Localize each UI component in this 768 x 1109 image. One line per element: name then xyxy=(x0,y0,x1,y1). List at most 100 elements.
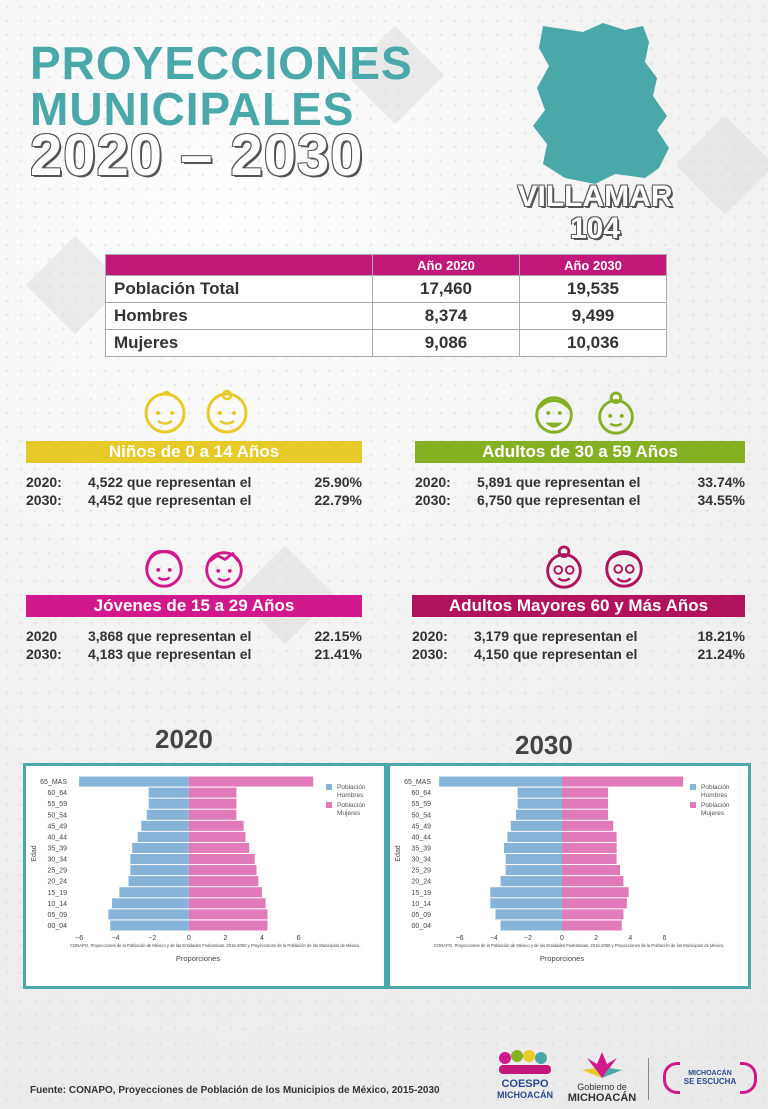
legend-label-mujeres: Mujeres xyxy=(701,810,725,817)
bar-hombres xyxy=(517,787,562,798)
row-year: 2020 xyxy=(26,628,58,644)
y-tick-label: 55_59 xyxy=(48,801,68,808)
escucha-logo-subtext: SE ESCUCHA xyxy=(683,1077,737,1086)
legend-label-mujeres: Mujeres xyxy=(337,810,361,817)
age-group-row: 2020: 5,891 que representan el 33.74% xyxy=(415,473,745,491)
y-tick-label: 15_19 xyxy=(412,890,432,897)
legend-title: Población xyxy=(337,802,366,809)
y-tick-label: 20_24 xyxy=(412,879,432,886)
row-percent: 25.90% xyxy=(314,474,362,490)
gobierno-flower-icon xyxy=(582,1052,622,1078)
x-tick-label: −2 xyxy=(524,935,532,942)
row-text: 4,522 que representan el xyxy=(88,474,252,490)
chart-source-note: CONAPO, Proyecciones de la Población de … xyxy=(70,943,361,948)
age-group-title: Adultos de 30 a 59 Años xyxy=(415,441,745,463)
row-percent: 34.55% xyxy=(697,492,745,508)
table-header-row: Año 2020 Año 2030 xyxy=(105,254,667,276)
bar-hombres xyxy=(110,920,189,931)
bar-mujeres xyxy=(562,887,629,898)
bar-hombres xyxy=(490,887,562,898)
gobierno-logo: Gobierno de MICHOACÁN xyxy=(566,1050,638,1104)
row-value-2030: 10,036 xyxy=(519,329,667,357)
y-tick-label: 00_04 xyxy=(412,923,432,930)
y-tick-label: 60_64 xyxy=(412,790,432,797)
bar-mujeres xyxy=(188,854,255,865)
bar-mujeres xyxy=(562,854,617,865)
gobierno-logo-subtext: MICHOACÁN xyxy=(567,1092,637,1104)
row-value-2030: 19,535 xyxy=(519,275,667,303)
y-tick-label: 55_59 xyxy=(412,801,432,808)
elderly-man-icon xyxy=(605,550,643,588)
legend-title: Población xyxy=(701,784,730,791)
row-label: Mujeres xyxy=(105,329,373,357)
bar-mujeres xyxy=(562,820,614,831)
municipality-map-icon xyxy=(533,23,669,184)
bar-hombres xyxy=(439,776,562,787)
x-tick-label: 4 xyxy=(260,935,264,942)
bar-mujeres xyxy=(188,865,257,876)
legend-label-hombres: Hombres xyxy=(701,792,728,799)
pyramid-2020-chart: 00_04 05_09 10_14 15_19 20_24 25_29 30_34 35_39… xyxy=(31,776,366,963)
y-tick-label: 10_14 xyxy=(48,901,68,908)
bar-mujeres xyxy=(188,920,268,931)
y-axis-label: Edad xyxy=(31,845,38,861)
table-row: Hombres 8,374 9,499 xyxy=(105,302,667,330)
age-group-row: 2030: 4,452 que representan el 22.79% xyxy=(26,491,362,509)
bar-hombres xyxy=(510,820,562,831)
row-text: 6,750 que representan el xyxy=(477,492,641,508)
legend-swatch-mujeres xyxy=(690,802,696,808)
page-title-line2: MUNICIPALES xyxy=(30,83,355,135)
y-tick-label: 35_39 xyxy=(48,845,68,852)
young-woman-icon xyxy=(145,550,183,588)
x-tick-label: −4 xyxy=(490,935,498,942)
y-tick-label: 40_44 xyxy=(412,834,432,841)
legend-label-hombres: Hombres xyxy=(337,792,364,799)
age-group-row: 2020 3,868 que representan el 22.15% xyxy=(26,627,362,645)
bar-mujeres xyxy=(188,809,237,820)
x-tick-label: 0 xyxy=(187,935,191,942)
age-group-jovenes: Jóvenes de 15 a 29 Años 2020 3,868 que r… xyxy=(26,595,362,663)
row-text: 5,891 que representan el xyxy=(477,474,641,490)
bar-mujeres xyxy=(562,809,609,820)
pyramid-2030-frame: 00_04 05_09 10_14 15_19 20_24 25_29 30_34 35_39… xyxy=(387,763,751,989)
coespo-logo: COESPO MICHOACÁN xyxy=(490,1048,560,1100)
y-tick-label: 50_54 xyxy=(412,812,432,819)
age-group-row: 2020: 3,179 que representan el 18.21% xyxy=(412,627,745,645)
row-year: 2020: xyxy=(412,628,448,644)
y-tick-label: 30_34 xyxy=(412,857,432,864)
x-tick-label: −2 xyxy=(148,935,156,942)
y-tick-label: 25_29 xyxy=(48,868,68,875)
baby-girl-icon xyxy=(206,389,248,434)
x-axis-label: Proporciones xyxy=(176,954,220,963)
row-year: 2030: xyxy=(415,492,451,508)
y-tick-label: 50_54 xyxy=(48,812,68,819)
bar-mujeres xyxy=(562,776,684,787)
age-group-row: 2030: 4,150 que representan el 21.24% xyxy=(412,645,745,663)
x-tick-label: 6 xyxy=(662,935,666,942)
legend-swatch-mujeres xyxy=(326,802,332,808)
bar-mujeres xyxy=(188,887,262,898)
row-percent: 18.21% xyxy=(697,628,745,644)
row-text: 3,179 que representan el xyxy=(474,628,638,644)
y-tick-label: 20_24 xyxy=(48,879,68,886)
legend-swatch-hombres xyxy=(326,784,332,790)
row-value-2030: 9,499 xyxy=(519,302,667,330)
bar-hombres xyxy=(146,809,189,820)
page-years: 2020 – 2030 xyxy=(30,123,364,188)
bar-mujeres xyxy=(188,787,237,798)
bar-hombres xyxy=(130,854,189,865)
bar-hombres xyxy=(130,865,189,876)
bar-hombres xyxy=(500,920,562,931)
pyramid-2020-title: 2020 xyxy=(155,724,213,754)
bar-mujeres xyxy=(188,798,237,809)
coespo-logo-subtext: MICHOACÁN xyxy=(497,1090,553,1100)
row-label: Población Total xyxy=(105,275,373,303)
row-text: 3,868 que representan el xyxy=(88,628,252,644)
bar-hombres xyxy=(505,865,562,876)
row-percent: 22.15% xyxy=(314,628,362,644)
legend-swatch-hombres xyxy=(690,784,696,790)
x-tick-label: −4 xyxy=(112,935,120,942)
row-percent: 21.41% xyxy=(314,646,362,662)
page-title-line1: PROYECCIONES xyxy=(30,37,413,89)
row-value-2020: 8,374 xyxy=(372,302,520,330)
